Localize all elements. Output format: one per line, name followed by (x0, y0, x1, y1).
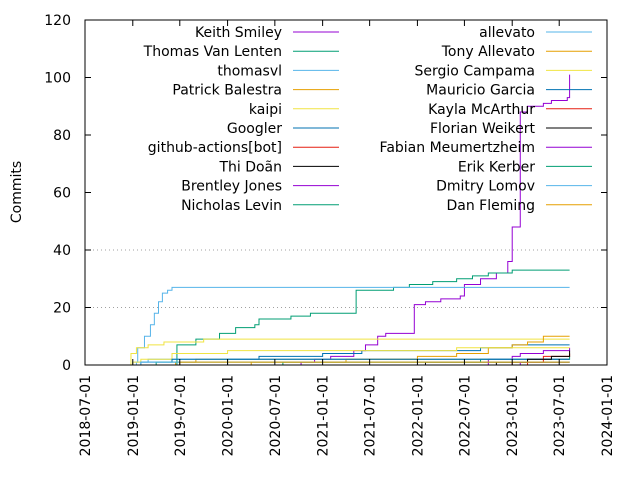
legend-label: Erik Kerber (458, 159, 535, 175)
legend-label: Kayla McArthur (428, 102, 535, 118)
legend-label: Tony Allevato (441, 44, 535, 60)
series-line (128, 338, 570, 366)
x-tick-label: 2023-01-01 (505, 375, 521, 456)
x-tick-label: 2020-01-01 (221, 375, 237, 456)
legend-label: Fabian Meumertzheim (380, 140, 535, 156)
y-tick-label: 20 (53, 301, 71, 317)
gridlines (85, 249, 607, 308)
legend-label: Sergio Campama (415, 63, 535, 79)
series-line (129, 286, 570, 366)
series-line (172, 269, 570, 366)
legend-label: Dan Fleming (446, 198, 535, 214)
legend-label: Keith Smiley (195, 25, 282, 41)
legend-label: thomasvl (217, 63, 282, 79)
legend-label: Dmitry Lomov (436, 179, 535, 195)
y-tick-label: 100 (44, 71, 71, 87)
legend-label: github-actions[bot] (148, 140, 282, 156)
x-tick-label: 2024-01-01 (600, 375, 616, 456)
legend-label: Thomas Van Lenten (143, 44, 282, 60)
legend-label: kaipi (249, 102, 282, 118)
y-tick-label: 0 (62, 358, 71, 374)
series-line (488, 350, 571, 366)
y-tick-label: 40 (53, 243, 71, 259)
series-line (480, 347, 571, 366)
legend-label: Brentley Jones (181, 179, 282, 195)
x-tick-label: 2019-01-01 (126, 375, 142, 456)
legend-label: Florian Weikert (430, 121, 536, 137)
legend-label: Thi Doãn (218, 159, 282, 175)
x-tick-label: 2022-01-01 (410, 375, 426, 456)
x-tick-label: 2020-07-01 (268, 375, 284, 456)
y-tick-label: 120 (44, 13, 71, 29)
legend-label: Mauricio Garcia (426, 83, 535, 99)
series-lines (128, 74, 571, 366)
legend-label: Patrick Balestra (172, 83, 282, 99)
x-tick-label: 2021-07-01 (363, 375, 379, 456)
x-tick-label: 2021-01-01 (316, 375, 332, 456)
y-axis-title: Commits (9, 161, 25, 223)
axes: 0 20 40 60 80 100 120 2018-07-01 2019-01-01 2019-… (44, 13, 616, 456)
x-tick-label: 2023-07-01 (552, 375, 568, 456)
x-tick-label: 2022-07-01 (457, 375, 473, 456)
y-tick-label: 80 (53, 128, 71, 144)
series-line (274, 356, 571, 366)
legend-label: allevato (479, 25, 535, 41)
x-tick-label: 2019-07-01 (173, 375, 189, 456)
x-tick-label: 2018-07-01 (78, 375, 94, 456)
legend: Keith Smiley Thomas Van Lenten thomasvl Pat… (143, 25, 592, 214)
legend-label: Googler (227, 121, 282, 137)
series-line (295, 74, 571, 366)
legend-label: Nicholas Levin (181, 198, 282, 214)
y-tick-label: 60 (53, 186, 71, 202)
